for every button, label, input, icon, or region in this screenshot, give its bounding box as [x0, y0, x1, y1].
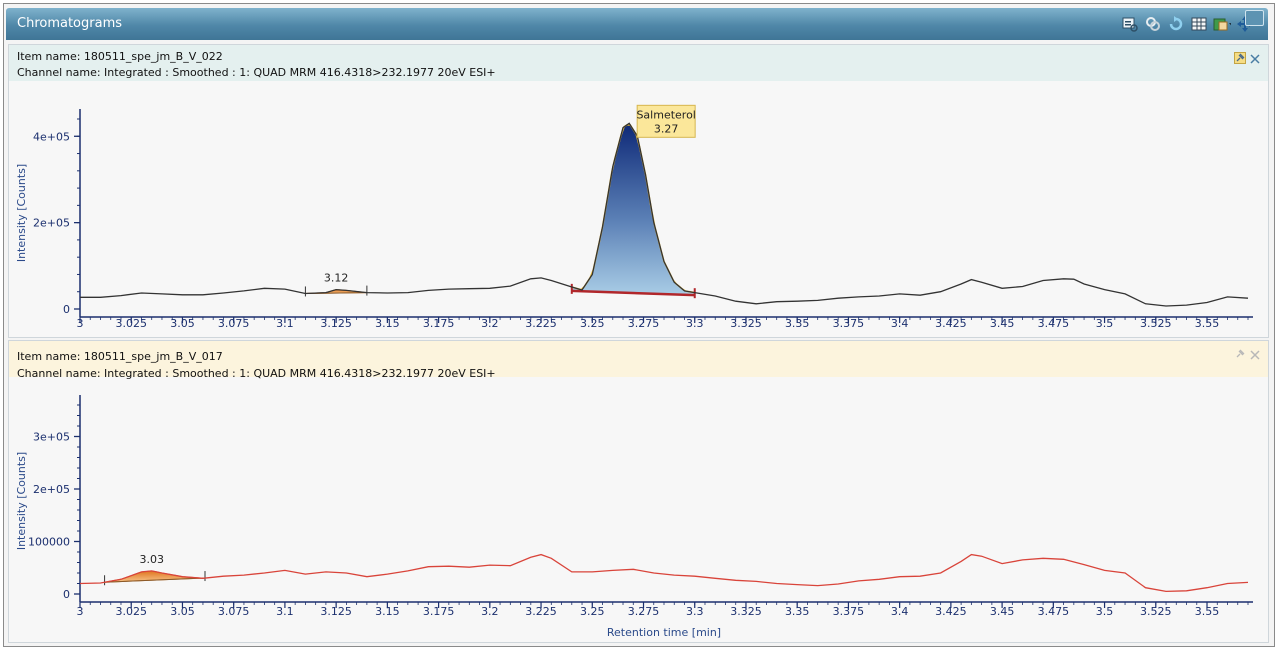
x-tick-label: 3.35	[785, 605, 810, 618]
x-tick-label: 3.325	[730, 605, 762, 618]
x-tick-label: 3.3	[686, 605, 704, 618]
refresh-icon[interactable]	[1167, 15, 1185, 33]
x-tick-label: 3.2	[481, 605, 499, 618]
pane-2-tools	[1234, 345, 1260, 364]
x-tick-label: 3.275	[628, 605, 660, 618]
y-tick-label: 4e+05	[33, 130, 70, 143]
x-tick-label: 3.4	[891, 605, 909, 618]
x-tick-label: 3.425	[935, 317, 967, 330]
chromatogram-trace	[79, 553, 1249, 593]
chromatogram-trace	[80, 122, 1249, 307]
peak-fill-salmeterol	[571, 123, 696, 297]
window-title: Chromatograms	[17, 16, 123, 31]
x-tick-label: 3.25	[580, 605, 605, 618]
x-tick-label: 3.15	[375, 605, 400, 618]
peak-baseline	[104, 577, 206, 583]
peak-baseline	[571, 289, 695, 297]
x-tick-label: 3.55	[1195, 317, 1220, 330]
pane-1-tools	[1234, 49, 1260, 68]
x-tick-label: 3.175	[423, 317, 455, 330]
y-tick-label: 2e+05	[33, 483, 70, 496]
y-axis-title: Intensity [Counts]	[15, 164, 28, 262]
window-toolbar	[1121, 15, 1254, 33]
peak-rt-label: 3.27	[654, 122, 679, 135]
x-tick-label: 3.45	[990, 317, 1015, 330]
y-tick-label: 100000	[28, 536, 70, 549]
x-tick-label: 3.025	[115, 605, 147, 618]
x-tick-label: 3.475	[1038, 317, 1070, 330]
x-tick-label: 3.2	[481, 317, 499, 330]
x-tick-label: 3	[77, 605, 84, 618]
x-tick-label: 3.375	[833, 605, 865, 618]
peak-rt-label: 3.12	[324, 272, 349, 285]
peak-rt-label: 3.03	[139, 553, 164, 566]
x-axis-title: Retention time [min]	[607, 626, 721, 639]
zoom-window-icon[interactable]	[1121, 15, 1139, 33]
item-name-label: Item name: 180511_spe_jm_B_V_017	[17, 350, 223, 363]
chromatogram-pane-1: Item name: 180511_spe_jm_B_V_022 Channel…	[8, 44, 1269, 338]
x-tick-label: 3.55	[1195, 605, 1220, 618]
pin-icon[interactable]	[1234, 49, 1246, 68]
x-tick-label: 3.425	[935, 605, 967, 618]
x-tick-label: 3.25	[580, 317, 605, 330]
y-tick-label: 2e+05	[33, 217, 70, 230]
y-tick-label: 3e+05	[33, 431, 70, 444]
x-tick-label: 3.125	[320, 317, 352, 330]
table-icon[interactable]	[1190, 15, 1208, 33]
x-tick-label: 3.525	[1140, 317, 1172, 330]
pane-1-header: Item name: 180511_spe_jm_B_V_022 Channel…	[9, 45, 1268, 81]
pin-icon[interactable]	[1234, 345, 1246, 364]
x-tick-label: 3.4	[891, 317, 909, 330]
x-tick-label: 3.025	[115, 317, 147, 330]
x-tick-label: 3.5	[1096, 317, 1114, 330]
x-tick-label: 3.3	[686, 317, 704, 330]
x-tick-label: 3.175	[423, 605, 455, 618]
link-icon[interactable]	[1144, 15, 1162, 33]
x-tick-label: 3.275	[628, 317, 660, 330]
x-tick-label: 3.475	[1038, 605, 1070, 618]
x-tick-label: 3	[77, 317, 84, 330]
x-tick-label: 3.1	[276, 605, 294, 618]
x-tick-label: 3.35	[785, 317, 810, 330]
x-tick-label: 3.5	[1096, 605, 1114, 618]
pane-2-header: Item name: 180511_spe_jm_B_V_017 Channel…	[9, 341, 1268, 380]
y-axis-title: Intensity [Counts]	[15, 452, 28, 550]
x-tick-label: 3.325	[730, 317, 762, 330]
chromatogram-pane-2: Item name: 180511_spe_jm_B_V_017 Channel…	[8, 340, 1269, 643]
channel-name-label: Channel name: Integrated : Smoothed : 1:…	[17, 367, 496, 380]
chromatogram-chart-1: 0 2e+05 4e+05 Intensity [Counts] 3 3.025 3.05 3…	[15, 104, 1253, 330]
y-tick-label: 0	[63, 303, 70, 316]
x-tick-label: 3.15	[375, 317, 400, 330]
x-tick-label: 3.375	[833, 317, 865, 330]
export-icon[interactable]	[1213, 15, 1231, 33]
x-tick-label: 3.225	[525, 605, 557, 618]
x-tick-label: 3.525	[1140, 605, 1172, 618]
close-icon[interactable]	[1250, 345, 1260, 364]
close-icon[interactable]	[1250, 49, 1260, 68]
x-tick-label: 3.125	[320, 605, 352, 618]
y-tick-label: 0	[63, 588, 70, 601]
item-name-label: Item name: 180511_spe_jm_B_V_022	[17, 50, 223, 63]
peak-compound-label: Salmeterol	[636, 108, 695, 121]
x-tick-label: 3.1	[276, 317, 294, 330]
channel-name-label: Channel name: Integrated : Smoothed : 1:…	[17, 66, 496, 79]
x-tick-label: 3.05	[170, 317, 195, 330]
chromatogram-chart-2: 0 100000 2e+05 3e+05 Intensity [Counts] 3 3.02…	[15, 395, 1253, 639]
peak-annotation-box	[636, 104, 696, 138]
window-titlebar: Chromatograms	[6, 8, 1268, 40]
x-tick-label: 3.225	[525, 317, 557, 330]
restore-window-icon[interactable]	[1245, 10, 1264, 26]
x-tick-label: 3.05	[170, 605, 195, 618]
x-tick-label: 3.075	[218, 605, 250, 618]
x-tick-label: 3.45	[990, 605, 1015, 618]
x-tick-label: 3.075	[218, 317, 250, 330]
